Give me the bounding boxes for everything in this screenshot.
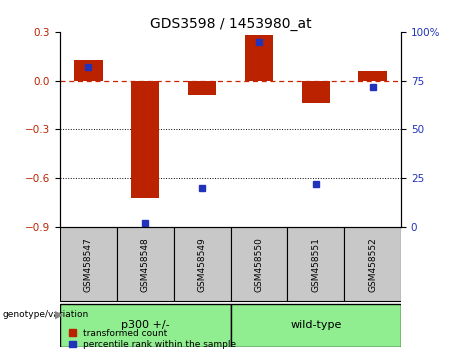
Bar xyxy=(131,81,160,198)
Bar xyxy=(60,227,117,301)
Text: ▶: ▶ xyxy=(55,310,63,320)
Bar xyxy=(344,227,401,301)
Bar xyxy=(117,227,174,301)
Text: GSM458552: GSM458552 xyxy=(368,237,377,292)
Text: GSM458547: GSM458547 xyxy=(84,237,93,292)
Bar xyxy=(174,227,230,301)
Bar xyxy=(74,59,102,81)
Title: GDS3598 / 1453980_at: GDS3598 / 1453980_at xyxy=(150,17,311,31)
Legend: transformed count, percentile rank within the sample: transformed count, percentile rank withi… xyxy=(69,329,236,349)
Text: GSM458550: GSM458550 xyxy=(254,237,263,292)
Bar xyxy=(188,81,216,95)
Text: genotype/variation: genotype/variation xyxy=(2,310,89,319)
Bar xyxy=(301,81,330,103)
Bar xyxy=(60,304,230,347)
Text: GSM458549: GSM458549 xyxy=(198,237,207,292)
Text: p300 +/-: p300 +/- xyxy=(121,320,170,330)
Bar xyxy=(230,227,287,301)
Text: GSM458548: GSM458548 xyxy=(141,237,150,292)
Bar xyxy=(230,304,401,347)
Bar xyxy=(245,35,273,81)
Text: GSM458551: GSM458551 xyxy=(311,237,320,292)
Bar xyxy=(358,71,387,81)
Text: wild-type: wild-type xyxy=(290,320,342,330)
Bar xyxy=(287,227,344,301)
